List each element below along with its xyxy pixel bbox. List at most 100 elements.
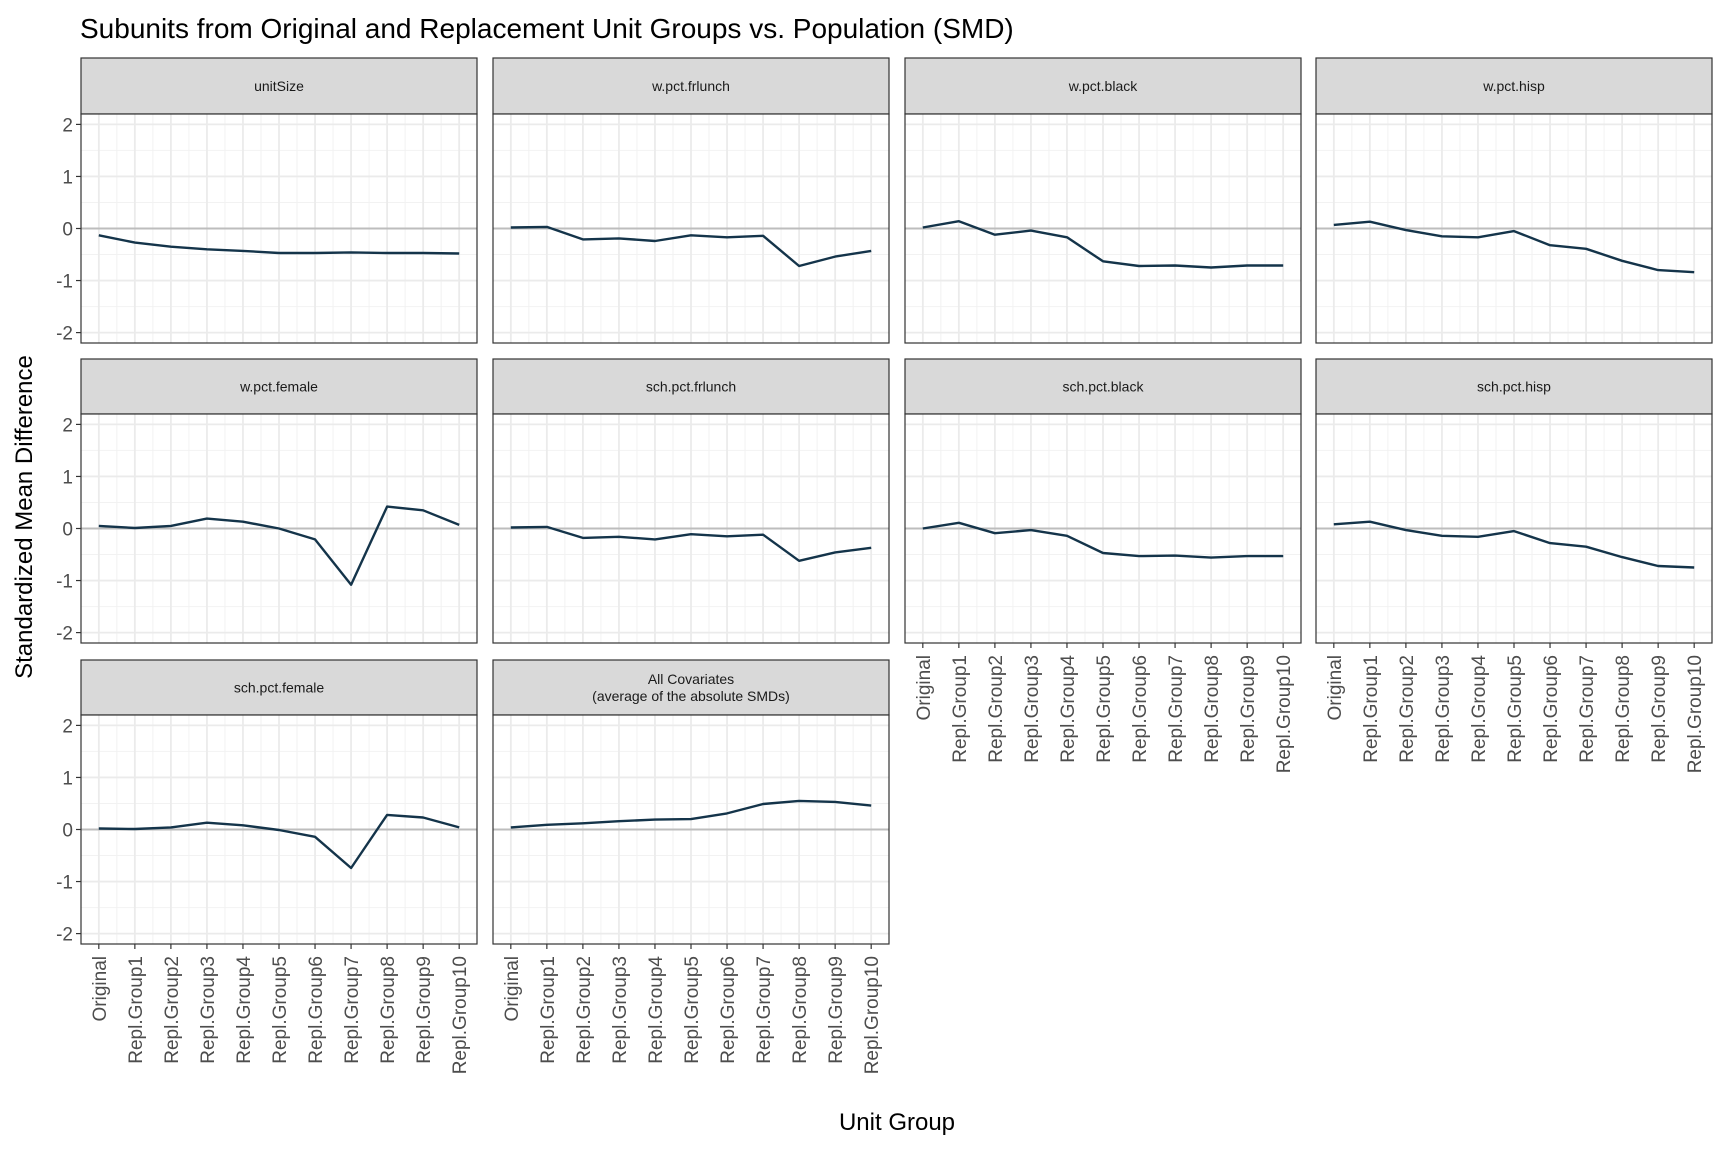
series-line (922, 521, 1284, 559)
y-tick-label: 2 (62, 716, 73, 737)
y-tick-label: 2 (62, 415, 73, 436)
series-line (922, 219, 1284, 269)
series-line (1333, 520, 1695, 569)
facet-panel: w.pct.hisp (1315, 57, 1713, 344)
x-tick-label: Repl.Group5 (1094, 655, 1115, 763)
x-tick-label: Repl.Group8 (378, 956, 399, 1064)
facet-strip (492, 57, 890, 115)
x-tick-label: Original (914, 655, 935, 720)
facet-panel: w.pct.female 2 1 0 -1 -2 (56, 358, 478, 645)
facet-strip (1315, 358, 1713, 415)
x-tick-label: Repl.Group1 (538, 956, 559, 1064)
x-tick-label: Repl.Group8 (1202, 655, 1223, 763)
facet-strip (80, 57, 478, 115)
x-tick-label: Repl.Group5 (682, 956, 703, 1064)
x-tick-label: Repl.Group3 (198, 956, 219, 1064)
x-tick-label: Repl.Group1 (1361, 655, 1382, 763)
y-tick-label: -1 (56, 272, 73, 293)
series-line (510, 525, 872, 562)
facet-label: unitSize (254, 78, 304, 94)
facet-label: sch.pct.black (1063, 379, 1145, 395)
y-tick-label: -2 (56, 324, 73, 345)
x-tick-label: Repl.Group9 (826, 956, 847, 1064)
y-tick-label: 0 (62, 821, 73, 842)
y-axis-title: Standardized Mean Difference (11, 355, 38, 679)
y-tick-label: -1 (56, 873, 73, 894)
facet-strip (80, 659, 478, 716)
x-tick-label: Repl.Group10 (862, 956, 883, 1074)
x-tick-label: Repl.Group10 (1274, 655, 1295, 773)
facet-strip (1315, 57, 1713, 115)
facet-strip (492, 659, 890, 716)
x-tick-label: Repl.Group6 (718, 956, 739, 1064)
facet-label: w.pct.hisp (1482, 78, 1545, 94)
y-tick-label: -1 (56, 572, 73, 593)
y-tick-label: 2 (62, 115, 73, 136)
x-tick-label: Repl.Group3 (1433, 655, 1454, 763)
x-tick-label: Repl.Group5 (1505, 655, 1526, 763)
x-tick-label: Repl.Group3 (610, 956, 631, 1064)
panel-border (492, 113, 890, 344)
x-tick-label: Repl.Group7 (1166, 655, 1187, 763)
series-line (98, 813, 460, 870)
series-line (98, 234, 460, 255)
facet-label: (average of the absolute SMDs) (592, 688, 790, 704)
x-tick-label: Repl.Group2 (1397, 655, 1418, 763)
y-tick-label: -2 (56, 624, 73, 645)
facet-panel: sch.pct.hisp Original Repl.Group1 Repl.Grou… (1315, 358, 1713, 773)
x-tick-label: Repl.Group3 (1022, 655, 1043, 763)
x-tick-label: Repl.Group7 (754, 956, 775, 1064)
facet-strip (904, 57, 1302, 115)
x-axis-title: Unit Group (839, 1109, 955, 1136)
x-tick-label: Repl.Group4 (1058, 655, 1079, 763)
x-tick-label: Repl.Group8 (790, 956, 811, 1064)
y-tick-label: 1 (62, 768, 73, 789)
x-tick-label: Repl.Group10 (1685, 655, 1706, 773)
facet-label: sch.pct.female (234, 680, 324, 696)
x-tick-label: Repl.Group5 (270, 956, 291, 1064)
x-tick-label: Original (90, 956, 111, 1021)
chart-title: Subunits from Original and Replacement U… (80, 13, 1014, 44)
facet-strip (80, 358, 478, 415)
series-line (510, 225, 872, 268)
y-tick-label: 1 (62, 167, 73, 188)
series-line (1333, 220, 1695, 274)
y-tick-label: -2 (56, 925, 73, 946)
facet-panel: w.pct.black (904, 57, 1302, 344)
x-tick-label: Repl.Group7 (1577, 655, 1598, 763)
x-tick-label: Repl.Group9 (1238, 655, 1259, 763)
facet-label: w.pct.black (1068, 78, 1138, 94)
x-tick-label: Repl.Group2 (986, 655, 1007, 763)
facet-panel: sch.pct.female 2 1 0 -1 -2 Original Repl.Group1… (56, 659, 478, 1074)
x-tick-label: Repl.Group6 (1130, 655, 1151, 763)
facet-label: w.pct.frlunch (651, 78, 730, 94)
panel-border (1315, 113, 1713, 344)
facet-panel: All Covariates(average of the absolute S… (492, 659, 890, 1074)
x-tick-label: Repl.Group9 (1649, 655, 1670, 763)
x-tick-label: Repl.Group4 (646, 956, 667, 1064)
panel-border (904, 113, 1302, 344)
x-tick-label: Repl.Group10 (450, 956, 471, 1074)
x-tick-label: Repl.Group1 (126, 956, 147, 1064)
facet-panel: unitSize 2 1 0 -1 -2 (56, 57, 478, 345)
x-tick-label: Repl.Group2 (162, 956, 183, 1064)
facet-label: sch.pct.frlunch (646, 379, 736, 395)
facet-label: All Covariates (648, 671, 734, 687)
x-tick-label: Repl.Group7 (342, 956, 363, 1064)
facet-strip (492, 358, 890, 415)
series-line (510, 799, 872, 829)
facet-panel: sch.pct.frlunch (492, 358, 890, 644)
panel-border (492, 413, 890, 644)
x-tick-label: Repl.Group4 (1469, 655, 1490, 763)
y-tick-label: 0 (62, 220, 73, 241)
x-tick-label: Repl.Group6 (306, 956, 327, 1064)
x-tick-label: Repl.Group4 (234, 956, 255, 1064)
y-tick-label: 0 (62, 520, 73, 541)
x-tick-label: Repl.Group9 (414, 956, 435, 1064)
facet-label: sch.pct.hisp (1477, 379, 1551, 395)
facet-panels: unitSize 2 1 0 -1 -2 w.pct.frlunch w.pct.black w… (56, 57, 1713, 1074)
facet-panel: w.pct.frlunch (492, 57, 890, 344)
y-tick-label: 1 (62, 467, 73, 488)
x-tick-label: Original (1325, 655, 1346, 720)
